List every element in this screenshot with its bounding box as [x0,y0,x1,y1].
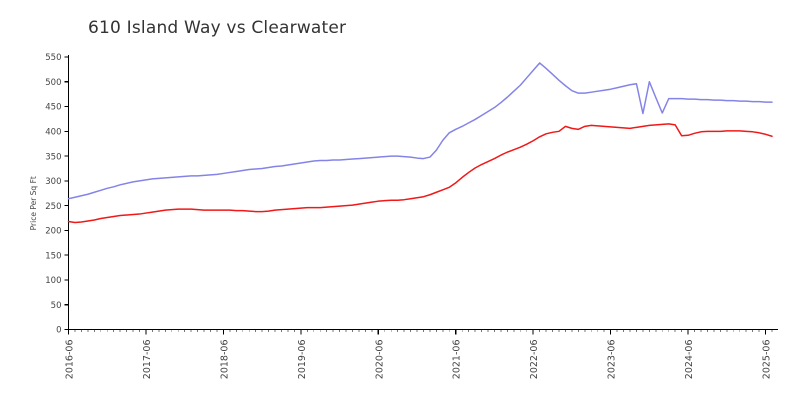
x-tick-label: 2019-06 [297,340,308,380]
y-tick-label: 500 [45,78,61,88]
y-tick-label: 200 [45,227,61,237]
x-tick-label: 2017-06 [142,340,153,380]
axis-lines [67,55,778,331]
x-tick-label: 2016-06 [65,340,76,380]
y-axis-title-text: Price Per Sq Ft [29,176,38,230]
y-tick-label: 150 [45,251,61,261]
series-line-2 [67,123,773,224]
y-axis-title: Price Per Sq Ft [29,176,38,230]
x-tick-label: 2025-06 [762,340,773,380]
y-axis-ticks: 0 50 100 150 200 250 300 350 400 450 500 550 [45,53,69,336]
y-tick-label: 50 [51,301,62,311]
x-tick-label: 2024-06 [684,340,695,380]
y-tick-label: 0 [56,326,61,336]
y-tick-label: 400 [45,128,61,138]
x-tick-label: 2018-06 [219,340,230,380]
y-tick-label: 350 [45,152,61,162]
series-line-1 [67,62,773,200]
x-tick-label: 2020-06 [374,340,385,380]
x-tick-label: 2023-06 [607,340,618,380]
y-tick-label: 300 [45,177,61,187]
x-tick-label: 2022-06 [529,340,540,380]
x-tick-label: 2021-06 [452,340,463,380]
y-tick-label: 100 [45,276,61,286]
x-axis-ticks: 2016-06 2017-06 2018-06 2019-06 2020-06 2021-… [65,329,773,380]
y-tick-label: 250 [45,202,61,212]
series-lines [67,62,773,224]
y-tick-label: 550 [45,53,61,63]
chart-title: 610 Island Way vs Clearwater [88,18,347,38]
y-tick-label: 450 [45,103,61,113]
